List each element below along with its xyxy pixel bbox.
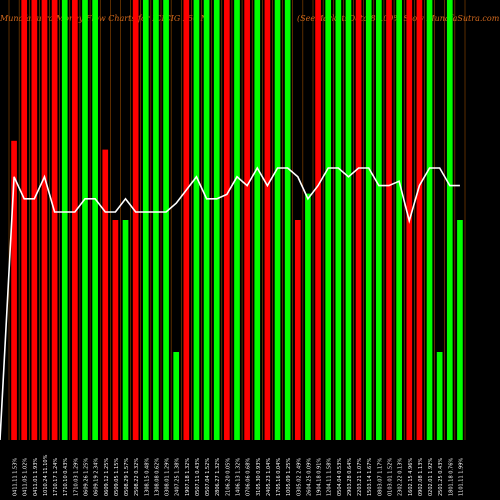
- x-tick-label: 1308.15 0.48%: [144, 458, 150, 496]
- x-tick-label: 1602.15 4.96%: [408, 458, 414, 496]
- flow-bar: [153, 0, 159, 440]
- flow-bar: [61, 0, 68, 440]
- flow-bar: [102, 149, 109, 440]
- flow-bar: [264, 0, 271, 440]
- x-tick-label: 1907.18 1.32%: [185, 458, 191, 496]
- x-tick-label: 0803.07 1.17%: [377, 458, 383, 496]
- flow-bar: [457, 220, 463, 440]
- x-tick-label: 1904.18 0.91%: [317, 458, 323, 496]
- x-tick-label: 2501.25 0.43%: [438, 458, 444, 496]
- x-tick-label: 0411.05 1.02%: [23, 458, 29, 496]
- x-tick-label: 2508.22 0.32%: [134, 458, 140, 496]
- x-tick-label: 0305.02 2.49%: [296, 458, 302, 496]
- flow-bar: [203, 0, 210, 440]
- flow-bar: [416, 0, 423, 440]
- x-tick-label: 0706.06 0.68%: [246, 458, 252, 496]
- flow-bar: [446, 0, 453, 440]
- flow-bar: [365, 0, 372, 440]
- x-tick-label: 1406.13 1.32%: [236, 458, 242, 496]
- flow-bar: [396, 0, 402, 440]
- flow-bar: [436, 352, 443, 440]
- flow-bar: [11, 140, 17, 441]
- x-tick-label: 1705.16 0.04%: [276, 458, 282, 496]
- x-tick-label: 0103.01 1.52%: [388, 458, 394, 496]
- x-tick-label: 0202.01 1.92%: [428, 458, 434, 496]
- flow-bar: [234, 0, 240, 440]
- flow-bar: [224, 0, 230, 440]
- flow-bar: [213, 0, 220, 440]
- x-tick-label: 0504.04 0.53%: [337, 458, 343, 496]
- flow-bar: [284, 0, 291, 440]
- flow-bar: [72, 0, 78, 440]
- x-tick-label: 2407.25 1.38%: [175, 458, 181, 496]
- x-tick-label: 0507.11 0.43%: [195, 458, 201, 496]
- flow-bar: [92, 0, 98, 440]
- x-tick-label: 1710.10 0.43%: [63, 458, 69, 496]
- flow-bar: [386, 0, 392, 440]
- x-tick-label: 2106.20 0.05%: [225, 458, 231, 496]
- flow-bar: [31, 0, 38, 440]
- x-tick-label: 2903.28 0.64%: [347, 458, 353, 496]
- x-tick-label: 0508.29 1.57%: [124, 458, 130, 496]
- flow-bar: [426, 0, 433, 440]
- flow-bar: [294, 220, 301, 440]
- x-tick-label: 0609.26 1.25%: [84, 458, 90, 496]
- x-tick-label: 0609.19 2.34%: [94, 458, 100, 496]
- flow-bar: [122, 220, 129, 440]
- x-tick-label: 0308.01 1.29%: [165, 458, 171, 496]
- flow-bar: [345, 0, 352, 440]
- flow-bar: [51, 0, 58, 440]
- flow-bar: [376, 0, 382, 440]
- x-tick-label: 0902.08 1.13%: [418, 458, 424, 496]
- chart-title: MunafaSutra Money Flow Charts for ICICIG…: [0, 14, 208, 23]
- flow-bar: [21, 0, 28, 440]
- x-tick-label: 2604.25 0.09%: [306, 458, 312, 496]
- flow-bar: [315, 0, 321, 440]
- flow-bar: [142, 0, 149, 440]
- x-tick-label: 2806.27 1.32%: [215, 458, 221, 496]
- x-tick-label: 1710.03 1.29%: [73, 458, 79, 496]
- x-tick-label: 1503.14 1.67%: [367, 458, 373, 496]
- x-tick-label: 2203.21 1.07%: [357, 458, 363, 496]
- x-tick-label: 1204.11 1.58%: [327, 458, 333, 496]
- x-tick-label: 0507.04 1.52%: [205, 458, 211, 496]
- x-tick-label: 1010.24 11.10%: [43, 454, 49, 496]
- x-tick-label: 0411.11 1.53%: [13, 458, 19, 496]
- x-tick-label: 1801.18 0.76%: [448, 458, 454, 496]
- flow-bar: [163, 0, 169, 440]
- x-tick-label: 2302.22 0.13%: [398, 458, 404, 496]
- x-tick-label: 3105.30 0.93%: [256, 458, 262, 496]
- money-flow-line: [0, 166, 460, 441]
- x-tick-label: 1005.09 1.25%: [286, 458, 292, 496]
- x-tick-label: 2405.23 1.04%: [266, 458, 272, 496]
- flow-bar: [132, 0, 139, 440]
- x-tick-label: 0509.05 1.15%: [114, 458, 120, 496]
- flow-bar: [305, 193, 311, 440]
- flow-bar: [325, 0, 332, 440]
- flow-bar: [335, 0, 342, 440]
- x-tick-label: 1710.17 1.24%: [53, 458, 59, 496]
- flow-bar: [355, 0, 362, 440]
- flow-bar: [274, 0, 281, 440]
- flow-bar: [254, 0, 261, 440]
- flow-bar: [183, 0, 190, 440]
- flow-bar: [82, 0, 88, 440]
- flow-bar: [193, 0, 200, 440]
- flow-bar: [112, 220, 119, 440]
- x-tick-label: 1308.08 0.62%: [154, 458, 160, 496]
- flow-bar: [41, 0, 48, 440]
- x-tick-label: 0609.12 1.25%: [104, 458, 110, 496]
- x-tick-label: 1101.11 1.99%: [458, 458, 464, 496]
- flow-bar: [244, 0, 250, 440]
- flow-bar: [173, 352, 180, 440]
- x-tick-label: 0411.01 1.93%: [33, 458, 39, 496]
